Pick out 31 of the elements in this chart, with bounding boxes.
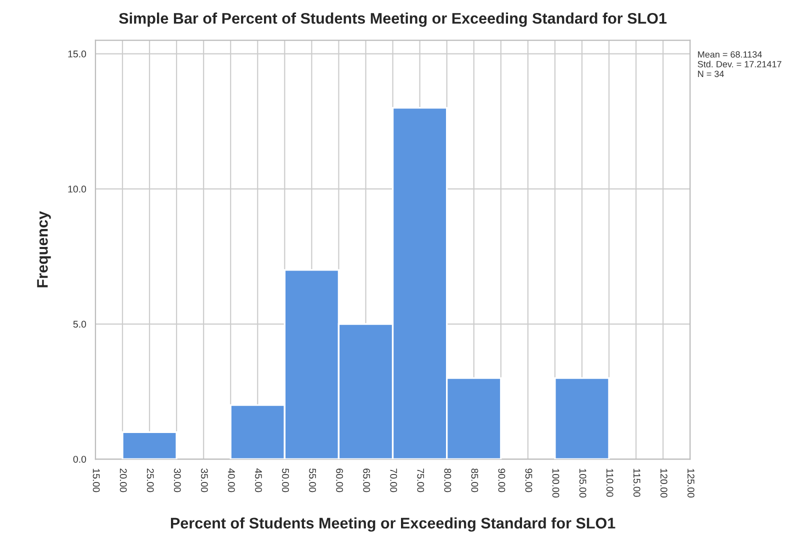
x-tick-label: 25.00: [146, 468, 154, 492]
x-tick-label: 65.00: [363, 468, 370, 492]
chart-title: Simple Bar of Percent of Students Meeting or Exceeding Standard for SLO1: [119, 12, 667, 27]
x-axis-title: Percent of Students Meeting or Exceeding Standard for SLO1: [170, 517, 616, 532]
x-tick-label: 45.00: [255, 468, 262, 492]
x-tick-label: 105.00: [579, 468, 586, 498]
x-tick-label: 90.00: [498, 468, 506, 492]
y-axis-title: Frequency: [37, 211, 51, 288]
x-tick-label: 95.00: [525, 468, 532, 492]
x-tick-label: 100.00: [552, 468, 560, 498]
x-tick-label: 15.00: [92, 468, 100, 492]
x-tick-label: 80.00: [444, 468, 452, 492]
x-tick-label: 115.00: [633, 468, 640, 497]
x-tick-label: 120.00: [660, 468, 668, 498]
y-tick-label: 5.0: [73, 320, 86, 328]
x-tick-label: 30.00: [174, 468, 181, 492]
x-tick-label: 75.00: [417, 468, 424, 492]
x-tick-label: 20.00: [120, 468, 127, 492]
x-tick-label: 50.00: [282, 468, 289, 492]
y-tick-label: 10.0: [68, 186, 86, 193]
y-tick-label: 0.0: [73, 456, 86, 463]
x-tick-label: 85.00: [471, 468, 478, 492]
x-tick-label: 55.00: [309, 468, 316, 492]
text: Mean = 68.1134 Std. Dev. = 17.21417 N = 34: [698, 51, 782, 78]
x-tick-label: 110.00: [606, 468, 614, 497]
x-tick-label: 35.00: [200, 468, 208, 492]
x-tick-label: 40.00: [228, 468, 235, 492]
y-tick-label: 15.0: [68, 50, 86, 58]
x-tick-label: 125.00: [687, 468, 694, 498]
x-tick-label: 70.00: [390, 468, 398, 492]
x-tick-label: 60.00: [336, 468, 343, 492]
